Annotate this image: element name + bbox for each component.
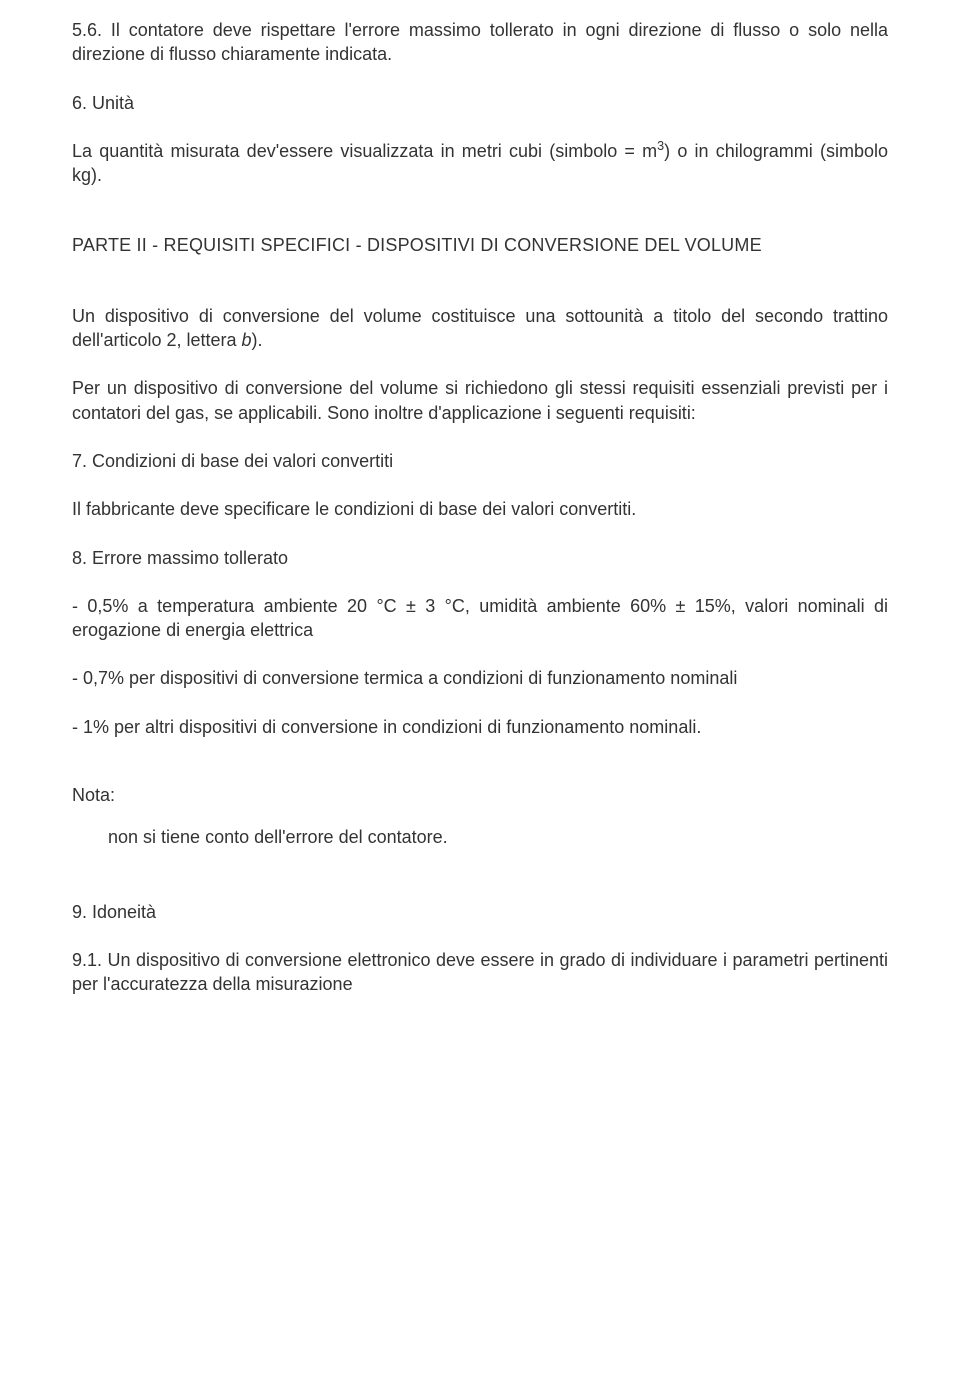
paragraph-requirements: Per un dispositivo di conversione del vo… [72,376,888,425]
paragraph-6-body: La quantità misurata dev'essere visualiz… [72,139,888,188]
nota-label: Nota: [72,783,888,807]
paragraph-8-2: - 0,7% per dispositivi di conversione te… [72,666,888,690]
heading-7: 7. Condizioni di base dei valori convert… [72,449,888,473]
paragraph-8-1: - 0,5% a temperatura ambiente 20 °C ± 3 … [72,594,888,643]
text-fragment: ). [252,330,263,350]
paragraph-7: Il fabbricante deve specificare le condi… [72,497,888,521]
heading-9: 9. Idoneità [72,900,888,924]
paragraph-9-1: 9.1. Un dispositivo di conversione elett… [72,948,888,997]
text-fragment: Un dispositivo di conversione del volume… [72,306,888,350]
paragraph-5-6: 5.6. Il contatore deve rispettare l'erro… [72,18,888,67]
text-fragment: La quantità misurata dev'essere visualiz… [72,141,657,161]
paragraph-8-3: - 1% per altri dispositivi di conversion… [72,715,888,739]
italic-letter-b: b [242,330,252,350]
heading-8: 8. Errore massimo tollerato [72,546,888,570]
heading-6: 6. Unità [72,91,888,115]
part-2-title: PARTE II - REQUISITI SPECIFICI - DISPOSI… [72,233,888,257]
paragraph-intro: Un dispositivo di conversione del volume… [72,304,888,353]
nota-body: non si tiene conto dell'errore del conta… [72,825,888,849]
